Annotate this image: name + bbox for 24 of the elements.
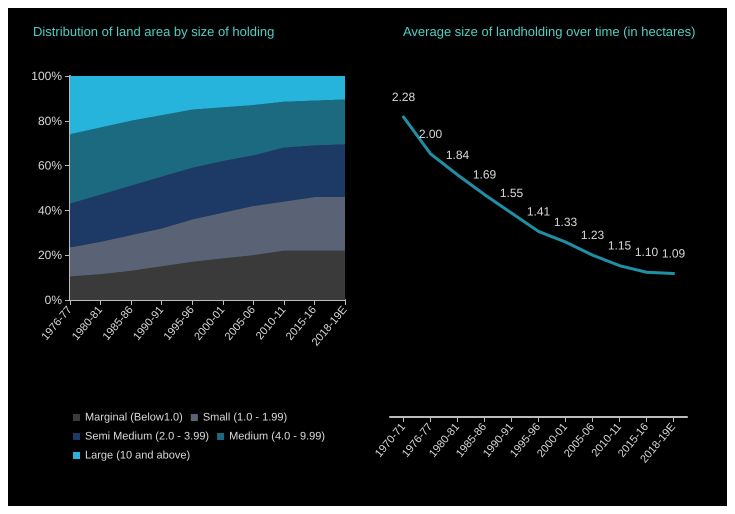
- legend-label: Marginal (Below1.0): [85, 412, 183, 424]
- legend-label: Large (10 and above): [85, 450, 190, 462]
- data-label: 1.41: [526, 204, 550, 218]
- data-label: 2.28: [392, 90, 416, 104]
- data-label: 2.00: [418, 126, 442, 141]
- y-tick-label: 20%: [38, 248, 62, 262]
- y-tick-label: 80%: [38, 114, 62, 128]
- data-label: 1.15: [608, 238, 632, 253]
- legend-label: Semi Medium (2.0 - 3.99): [85, 430, 210, 442]
- y-tick-label: 100%: [31, 69, 62, 83]
- data-label: 1.33: [554, 214, 578, 229]
- y-tick-label: 60%: [38, 158, 62, 173]
- chart-title: Distribution of land area by size of holding: [33, 24, 274, 39]
- legend-label: Medium (4.0 - 9.99): [229, 430, 326, 442]
- data-label: 1.09: [662, 246, 686, 261]
- data-label: 1.10: [634, 245, 658, 260]
- y-tick-label: 40%: [38, 203, 62, 218]
- data-label: 1.23: [580, 228, 604, 242]
- legend-label: Small (1.0 - 1.99): [202, 412, 288, 424]
- data-label: 1.84: [446, 148, 470, 162]
- data-label: 1.69: [472, 168, 496, 182]
- chart-title: Average size of landholding over time (in hectares): [403, 24, 696, 39]
- y-tick-label: 0%: [44, 293, 62, 307]
- data-label: 1.55: [500, 186, 524, 200]
